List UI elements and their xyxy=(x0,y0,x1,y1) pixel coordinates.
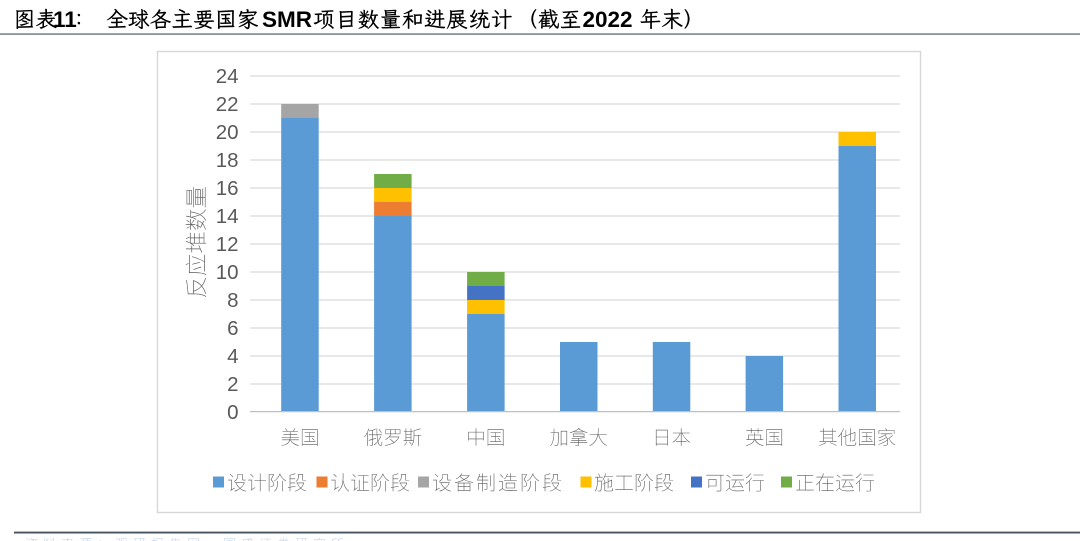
svg-text:0: 0 xyxy=(227,401,238,424)
svg-text:12: 12 xyxy=(216,233,239,256)
svg-text:2022: 2022 xyxy=(583,7,633,32)
svg-text:2: 2 xyxy=(227,373,238,396)
svg-text:22: 22 xyxy=(216,93,239,116)
svg-text:6: 6 xyxy=(227,317,238,340)
svg-text:10: 10 xyxy=(216,261,239,284)
svg-text:11: 11 xyxy=(53,7,77,32)
svg-text:24: 24 xyxy=(216,65,239,88)
svg-text:18: 18 xyxy=(216,149,239,172)
svg-text:16: 16 xyxy=(216,177,239,200)
svg-text:14: 14 xyxy=(216,205,239,228)
svg-text:20: 20 xyxy=(216,121,239,144)
svg-text:8: 8 xyxy=(227,289,238,312)
svg-text:4: 4 xyxy=(227,345,238,368)
svg-text:SMR: SMR xyxy=(262,7,312,32)
